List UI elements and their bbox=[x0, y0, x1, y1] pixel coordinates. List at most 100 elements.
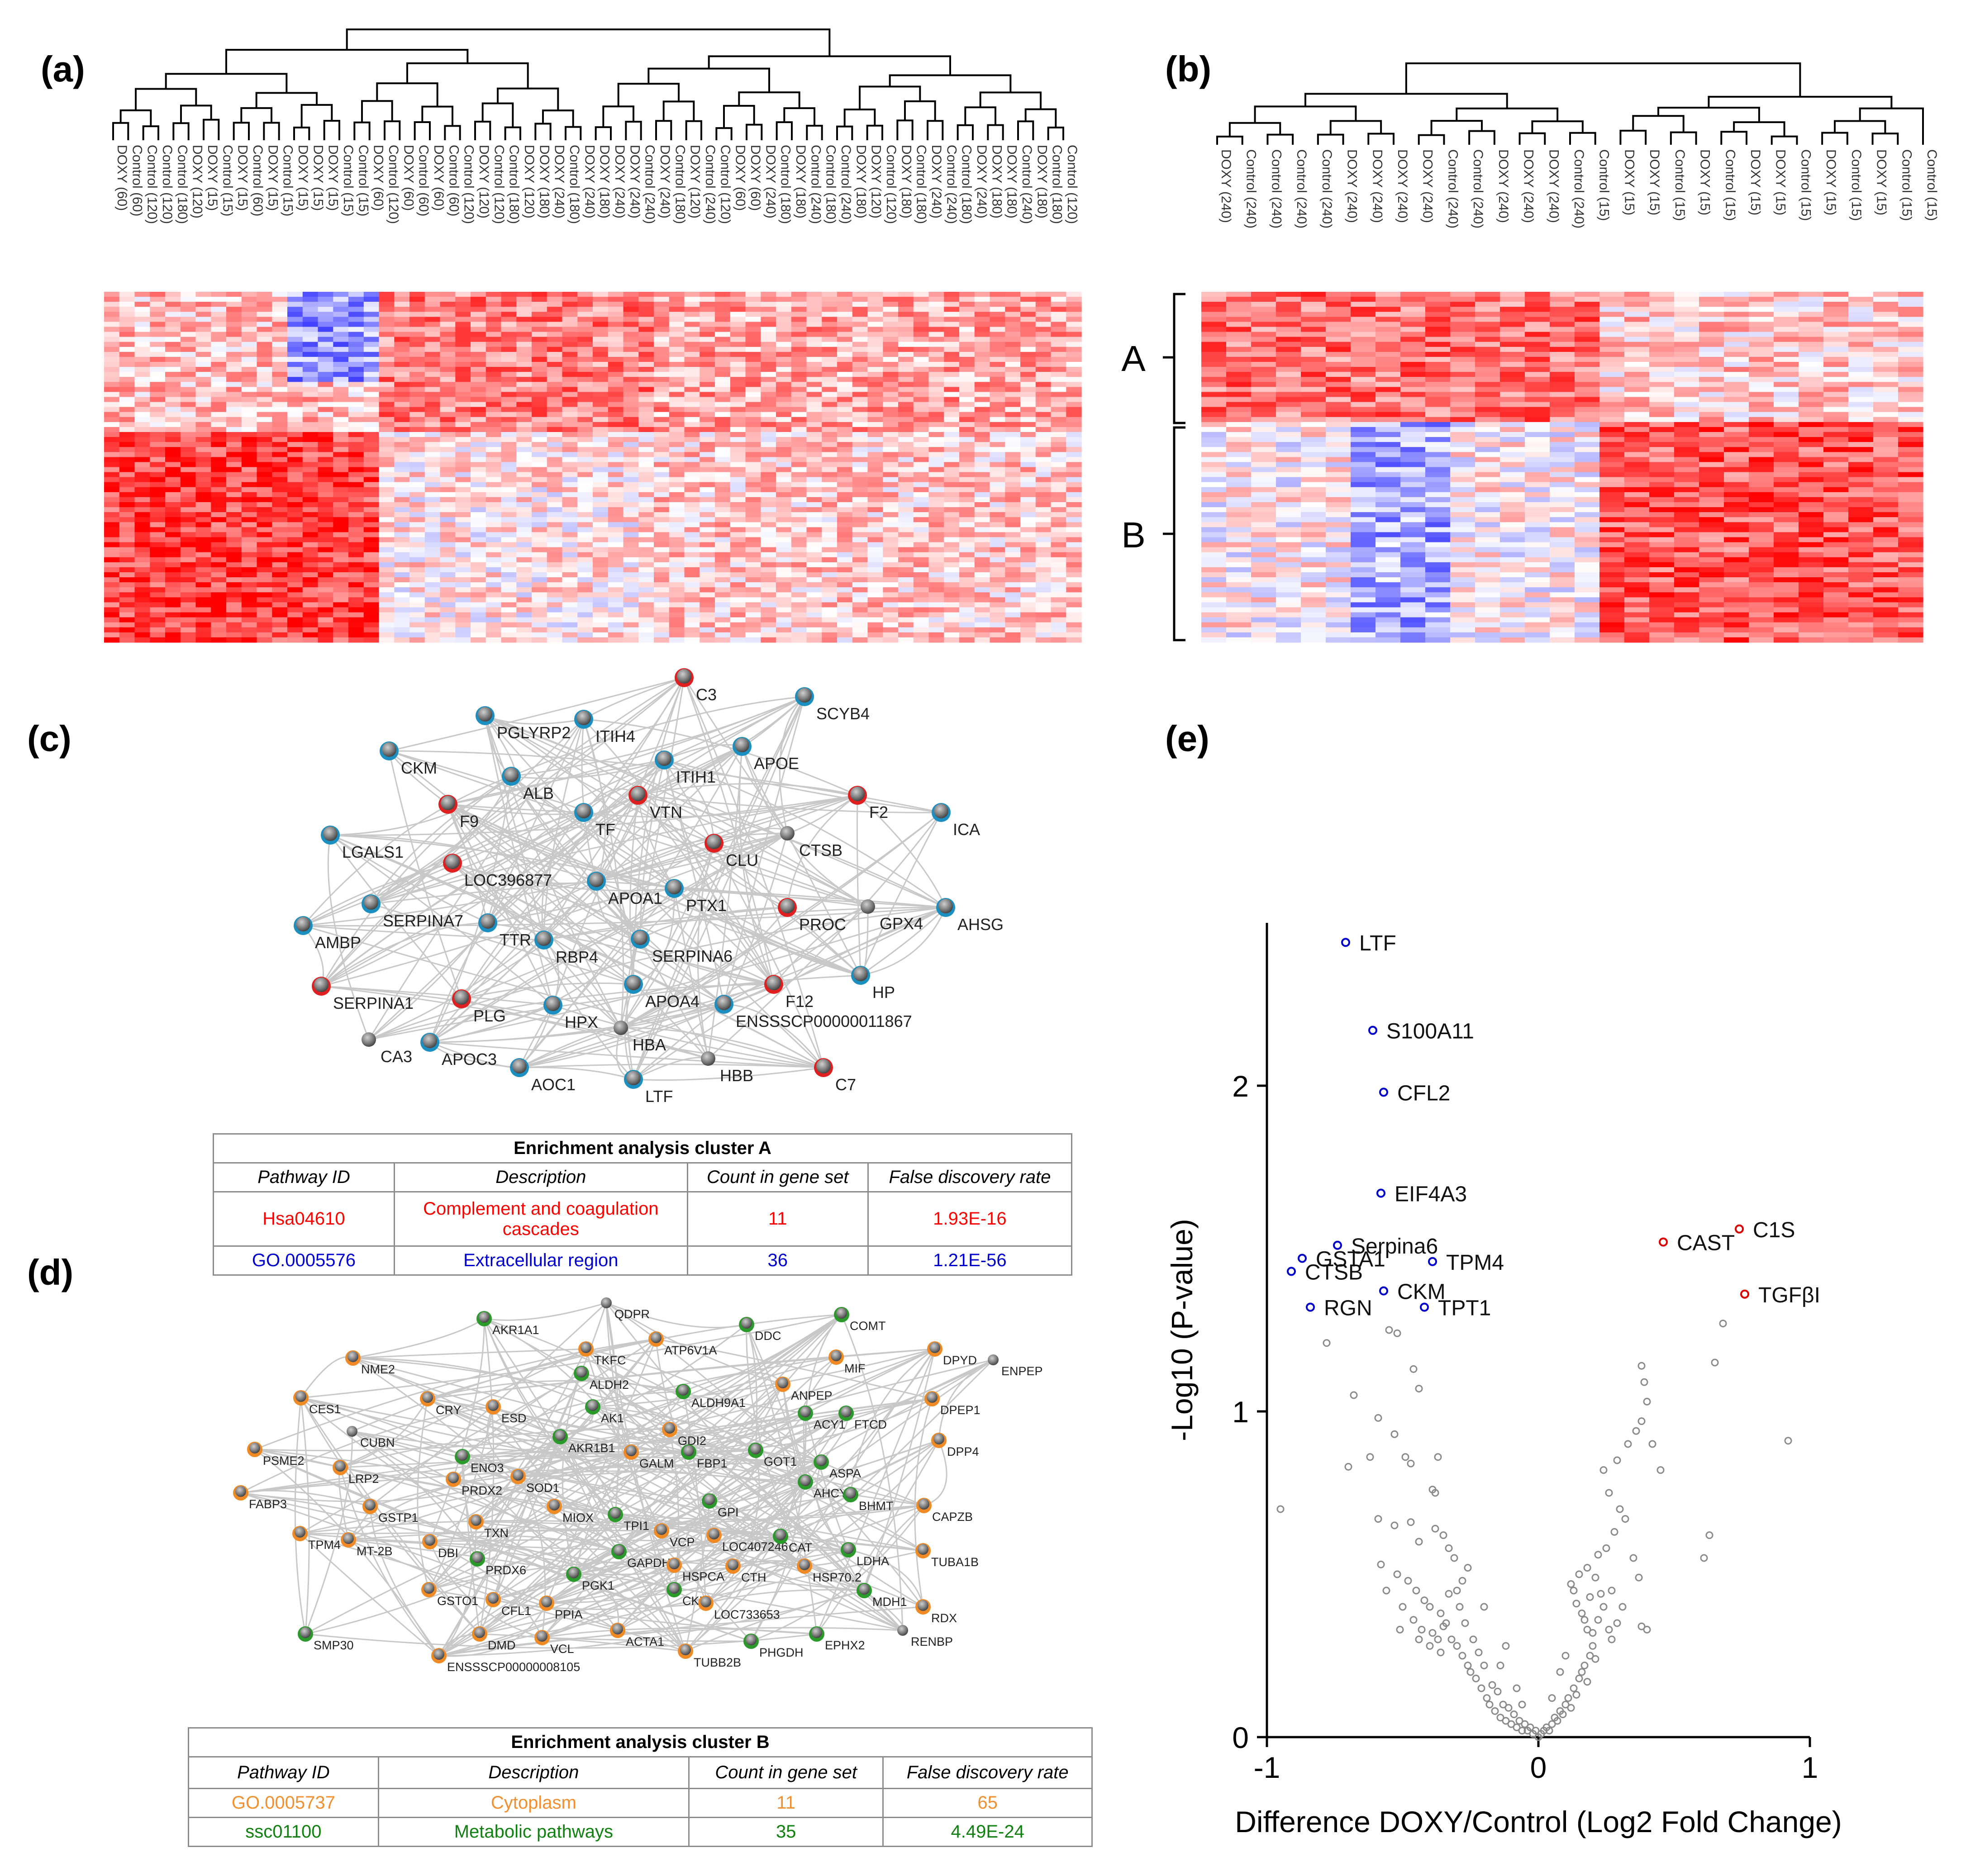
heatmap-cell bbox=[974, 487, 990, 493]
heatmap-cell bbox=[1005, 607, 1021, 613]
heatmap-cell bbox=[547, 582, 563, 588]
heatmap-cell bbox=[409, 522, 425, 527]
heatmap-cell bbox=[623, 637, 639, 643]
heatmap-cell bbox=[180, 437, 196, 442]
dendro-b-leaf-label: Control (240) bbox=[1319, 149, 1334, 228]
heatmap-cell bbox=[348, 517, 364, 522]
heatmap-cell bbox=[241, 377, 257, 382]
heatmap-cell bbox=[577, 322, 593, 328]
heatmap-cell bbox=[852, 497, 868, 503]
heatmap-cell bbox=[608, 347, 624, 352]
heatmap-cell bbox=[974, 367, 990, 372]
heatmap-cell bbox=[379, 502, 395, 508]
heatmap-cell bbox=[318, 517, 333, 522]
heatmap-cell bbox=[1674, 327, 1699, 332]
heatmap-cell bbox=[700, 407, 715, 413]
heatmap-cell bbox=[684, 602, 700, 608]
heatmap-cell bbox=[348, 367, 364, 372]
heatmap-cell bbox=[485, 637, 502, 643]
heatmap-cell bbox=[852, 502, 868, 508]
heatmap-cell bbox=[394, 337, 410, 342]
heatmap-cell bbox=[180, 312, 196, 317]
heatmap-cell bbox=[226, 322, 242, 328]
dendro-b-leaf-label: Control (15) bbox=[1924, 149, 1939, 221]
heatmap-cell bbox=[776, 317, 792, 323]
heatmap-cell bbox=[684, 612, 700, 618]
dendrogram-branch bbox=[1430, 120, 1483, 135]
heatmap-cell bbox=[1005, 422, 1021, 427]
heatmap-cell bbox=[1005, 342, 1021, 347]
heatmap-cell bbox=[990, 552, 1005, 558]
heatmap-cell bbox=[913, 402, 929, 408]
heatmap-cell bbox=[1774, 302, 1799, 307]
heatmap-cell bbox=[944, 522, 960, 527]
heatmap-cell bbox=[119, 607, 135, 613]
heatmap-cell bbox=[516, 292, 532, 297]
heatmap-cell bbox=[1051, 402, 1066, 408]
heatmap-cell bbox=[608, 302, 624, 307]
heatmap-cell bbox=[333, 292, 349, 297]
heatmap-cell bbox=[379, 397, 395, 403]
heatmap-cell bbox=[257, 292, 272, 297]
heatmap-cell bbox=[547, 387, 563, 393]
heatmap-cell bbox=[471, 447, 486, 452]
heatmap-cell bbox=[318, 362, 333, 367]
heatmap-cell bbox=[883, 602, 899, 608]
heatmap-cell bbox=[440, 622, 456, 628]
heatmap-cell bbox=[134, 332, 150, 337]
heatmap-cell bbox=[776, 292, 792, 297]
heatmap-cell bbox=[379, 292, 395, 297]
heatmap-cell bbox=[990, 367, 1005, 372]
heatmap-cell bbox=[501, 362, 517, 367]
heatmap-cell bbox=[1525, 297, 1550, 302]
heatmap-cell bbox=[150, 492, 166, 498]
heatmap-cell bbox=[318, 342, 333, 347]
heatmap-cell bbox=[623, 362, 639, 367]
heatmap-cell bbox=[761, 302, 776, 307]
heatmap-cell bbox=[761, 577, 776, 583]
heatmap-cell bbox=[165, 317, 181, 323]
heatmap-cell bbox=[654, 447, 670, 452]
heatmap-cell bbox=[1035, 432, 1052, 437]
heatmap-cell bbox=[1020, 367, 1036, 372]
heatmap-cell bbox=[134, 612, 150, 618]
heatmap-cell bbox=[837, 297, 853, 302]
heatmap-cell bbox=[1301, 317, 1326, 323]
heatmap-cell bbox=[1020, 317, 1036, 323]
heatmap-cell bbox=[424, 377, 441, 382]
dendro-a-leaf-label: Control (180) bbox=[959, 145, 974, 224]
heatmap-cell bbox=[1774, 297, 1799, 302]
heatmap-cell bbox=[1525, 307, 1550, 312]
heatmap-cell bbox=[1674, 332, 1699, 337]
heatmap-cell bbox=[745, 412, 761, 418]
heatmap-cell bbox=[990, 327, 1005, 332]
heatmap-cell bbox=[257, 557, 272, 563]
heatmap-cell bbox=[837, 356, 853, 362]
heatmap-cell bbox=[318, 452, 333, 457]
heatmap-cell bbox=[867, 347, 883, 352]
heatmap-cell bbox=[318, 542, 333, 548]
heatmap-cell bbox=[516, 487, 532, 493]
heatmap-cell bbox=[562, 442, 578, 447]
heatmap-cell bbox=[363, 612, 380, 618]
heatmap-cell bbox=[348, 297, 364, 302]
heatmap-cell bbox=[485, 307, 502, 312]
heatmap-cell bbox=[379, 437, 395, 442]
heatmap-cell bbox=[455, 417, 471, 423]
heatmap-cell bbox=[638, 597, 654, 603]
heatmap-cell bbox=[990, 482, 1005, 488]
heatmap-cell bbox=[241, 522, 257, 527]
heatmap-cell bbox=[104, 487, 120, 493]
heatmap-cell bbox=[745, 637, 761, 643]
heatmap-cell bbox=[608, 342, 624, 347]
heatmap-cell bbox=[562, 312, 578, 317]
heatmap-cell bbox=[883, 487, 899, 493]
heatmap-cell bbox=[516, 612, 532, 618]
heatmap-cell bbox=[195, 477, 211, 483]
heatmap-cell bbox=[745, 312, 761, 317]
heatmap-cell bbox=[913, 432, 929, 437]
heatmap-cell bbox=[409, 337, 425, 342]
heatmap-cell bbox=[883, 507, 899, 513]
heatmap-cell bbox=[761, 362, 776, 367]
heatmap-cell bbox=[959, 452, 975, 457]
